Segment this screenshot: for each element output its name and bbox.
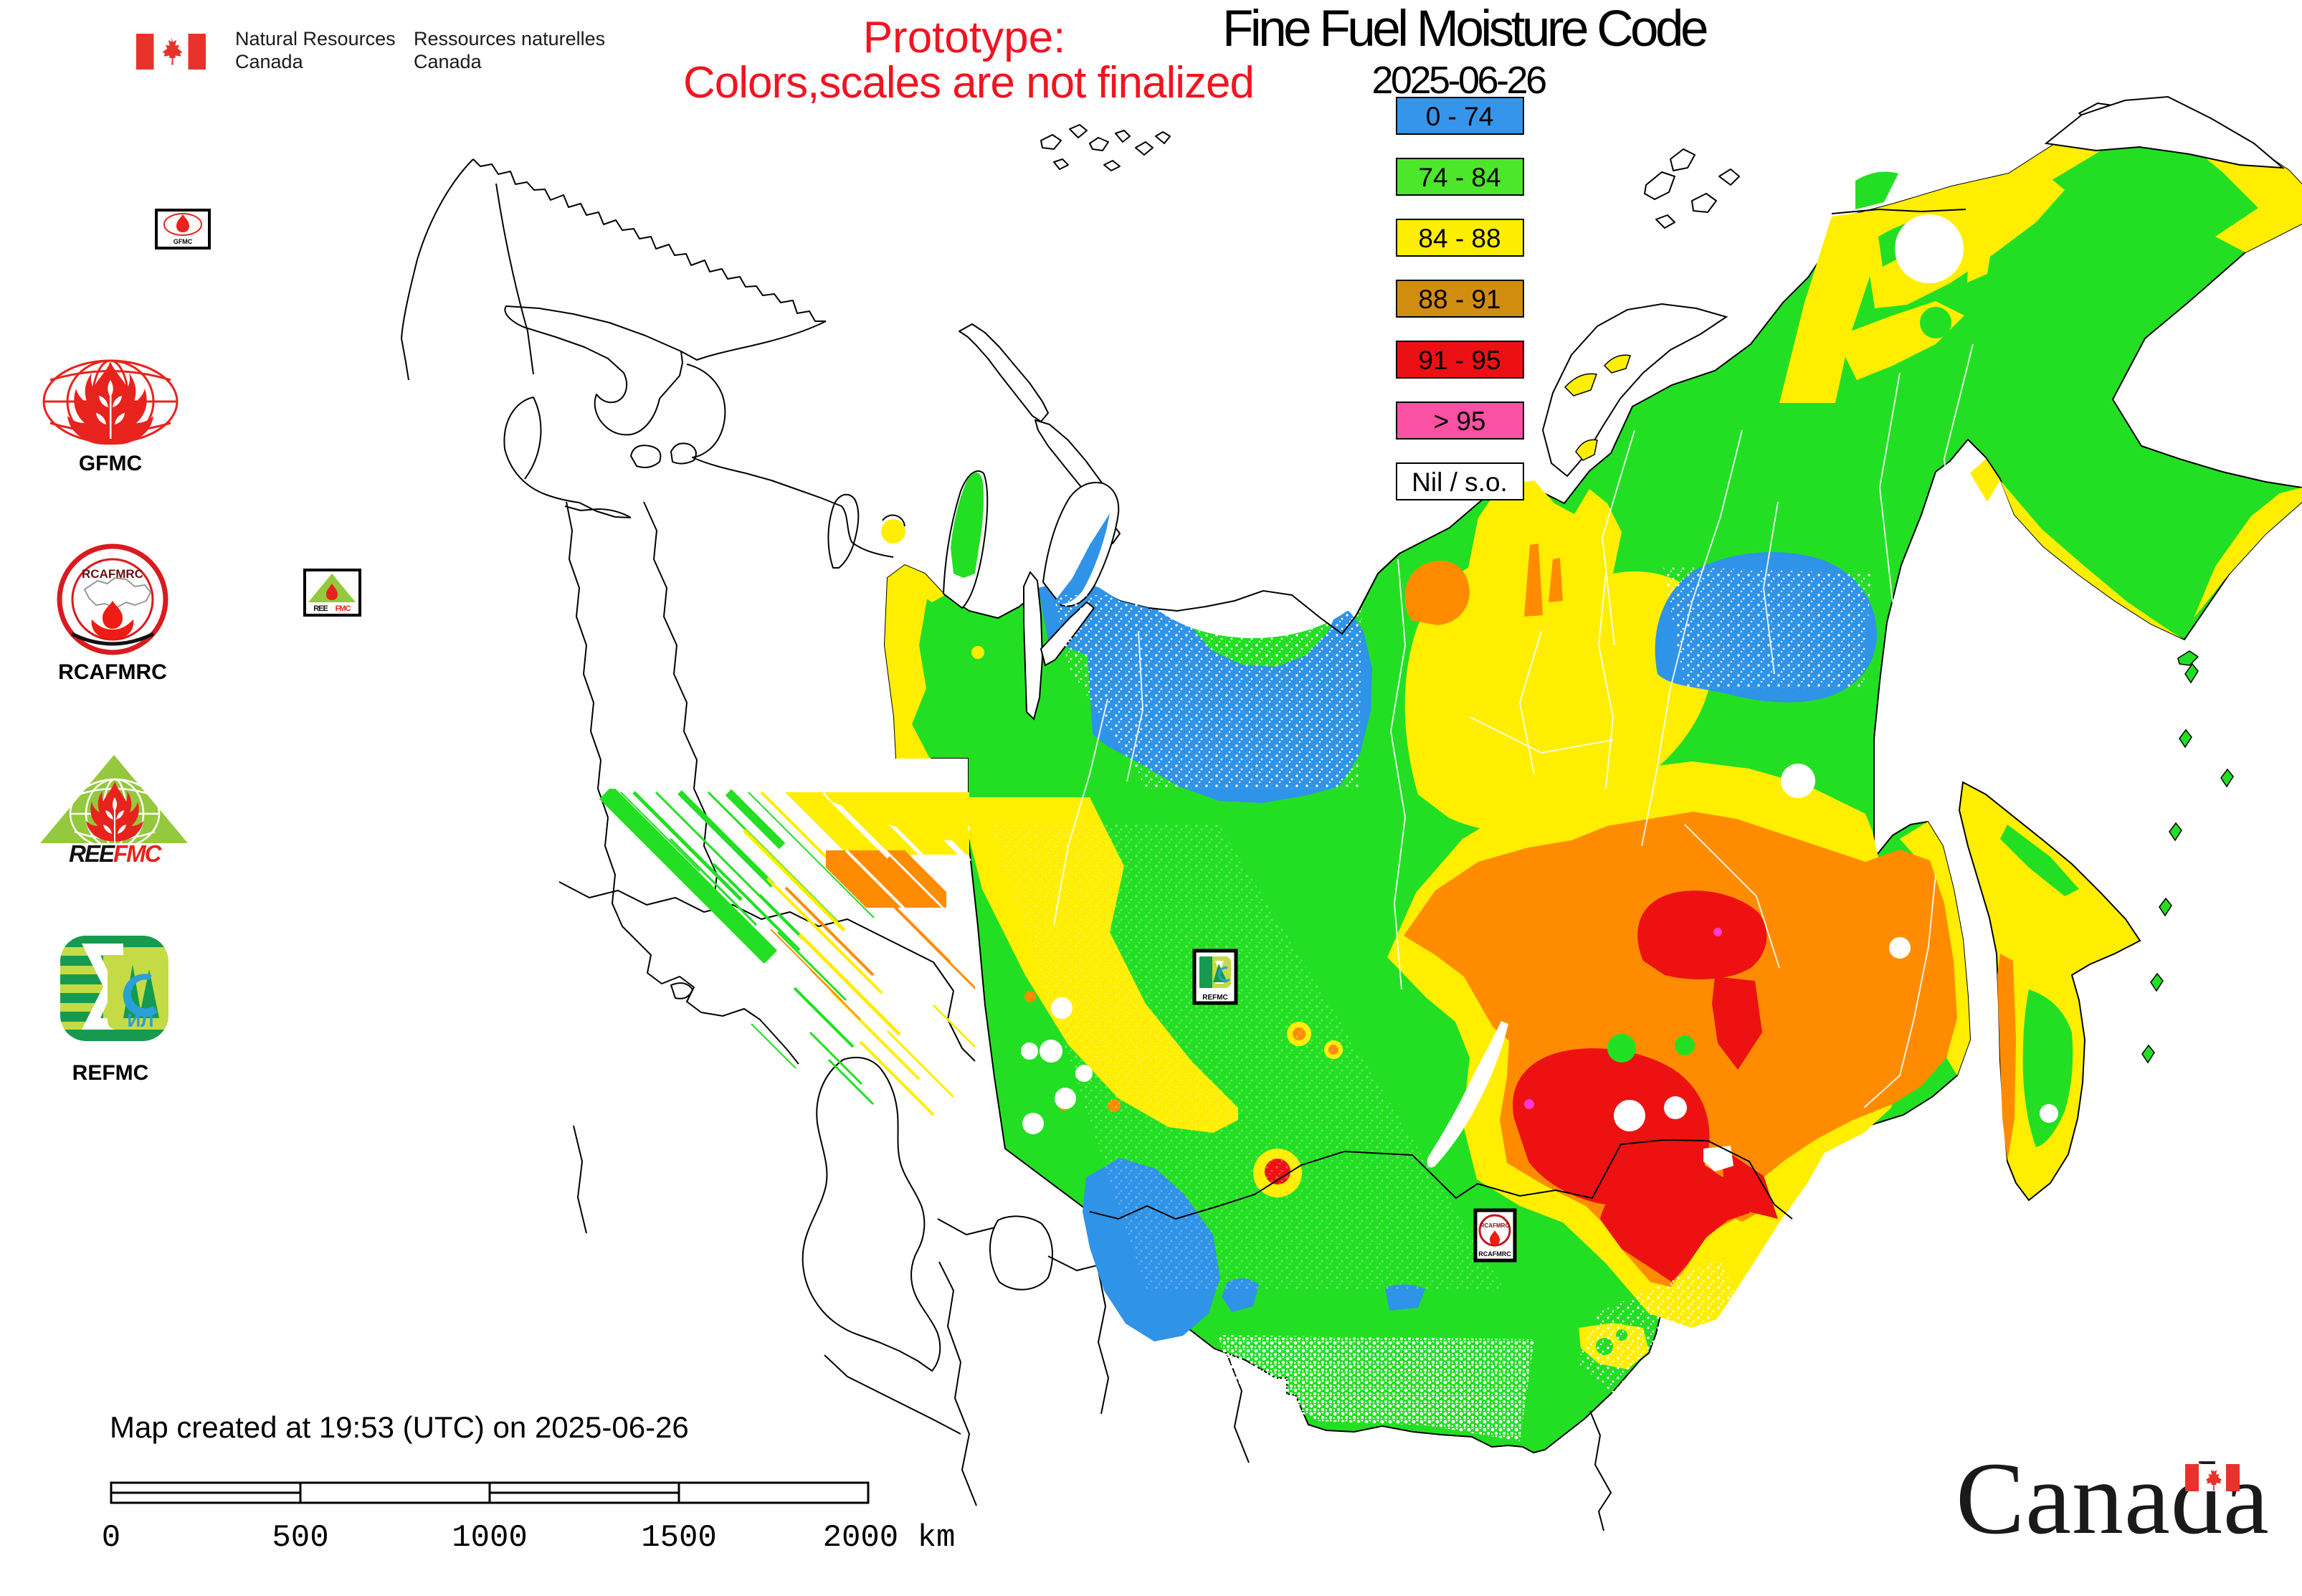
svg-text:Colors,scales are not finalize: Colors,scales are not finalized — [683, 58, 1254, 108]
svg-text:> 95: > 95 — [1433, 407, 1485, 436]
svg-text:RCAFMRC: RCAFMRC — [58, 660, 167, 684]
svg-text:1500: 1500 — [641, 1520, 717, 1556]
svg-text:REE: REE — [313, 604, 328, 613]
svg-text:Map created at 19:53 (UTC) on: Map created at 19:53 (UTC) on 2025-06-26 — [110, 1410, 689, 1444]
svg-text:Canada: Canada — [414, 51, 482, 72]
svg-text:2025-06-26: 2025-06-26 — [1371, 59, 1546, 102]
svg-text:Canada: Canada — [1956, 1442, 2270, 1556]
svg-text:REFMC: REFMC — [1202, 994, 1228, 1002]
svg-text:88 - 91: 88 - 91 — [1418, 285, 1500, 314]
svg-text:REFMC: REFMC — [72, 1061, 149, 1085]
svg-text:Canada: Canada — [235, 51, 304, 72]
svg-text:Prototype:: Prototype: — [863, 13, 1066, 62]
svg-text:REE: REE — [69, 840, 115, 867]
svg-text:Nil / s.o.: Nil / s.o. — [1412, 467, 1508, 497]
svg-text:RCAFMRC: RCAFMRC — [1480, 1222, 1510, 1229]
svg-text:GFMC: GFMC — [173, 238, 193, 245]
svg-text:GFMC: GFMC — [79, 452, 142, 475]
svg-text:RCAFMRC: RCAFMRC — [82, 567, 143, 581]
svg-text:RCAFMRC: RCAFMRC — [1478, 1250, 1511, 1258]
svg-text:FMC: FMC — [336, 604, 351, 613]
svg-text:84 - 88: 84 - 88 — [1418, 224, 1500, 253]
svg-text:91 - 95: 91 - 95 — [1418, 346, 1500, 375]
svg-text:Natural Resources: Natural Resources — [235, 28, 396, 49]
svg-text:0: 0 — [102, 1520, 120, 1556]
svg-text:Ressources naturelles: Ressources naturelles — [414, 28, 605, 49]
svg-text:1000: 1000 — [452, 1520, 528, 1556]
svg-text:500: 500 — [272, 1520, 328, 1556]
svg-text:74 - 84: 74 - 84 — [1418, 163, 1500, 192]
svg-text:0 - 74: 0 - 74 — [1426, 102, 1494, 131]
svg-text:ИЛ: ИЛ — [128, 1010, 154, 1031]
svg-text:FMC: FMC — [113, 840, 163, 867]
svg-text:2000 km: 2000 km — [823, 1520, 956, 1556]
svg-text:Fine Fuel Moisture Code: Fine Fuel Moisture Code — [1222, 1, 1707, 57]
